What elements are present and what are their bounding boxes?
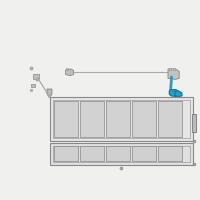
Polygon shape [192,114,196,132]
Polygon shape [106,101,130,137]
Polygon shape [168,69,179,79]
Polygon shape [169,90,179,96]
Polygon shape [31,84,35,87]
Polygon shape [80,146,104,161]
Polygon shape [80,101,104,137]
Polygon shape [54,146,78,161]
Polygon shape [132,146,156,161]
Polygon shape [132,101,156,137]
Polygon shape [33,74,39,79]
Polygon shape [158,146,182,161]
Polygon shape [54,101,78,137]
Polygon shape [158,101,182,137]
Polygon shape [50,97,193,141]
Polygon shape [47,89,52,97]
Polygon shape [50,143,193,165]
Polygon shape [106,146,130,161]
Polygon shape [66,69,74,76]
Polygon shape [175,91,182,96]
